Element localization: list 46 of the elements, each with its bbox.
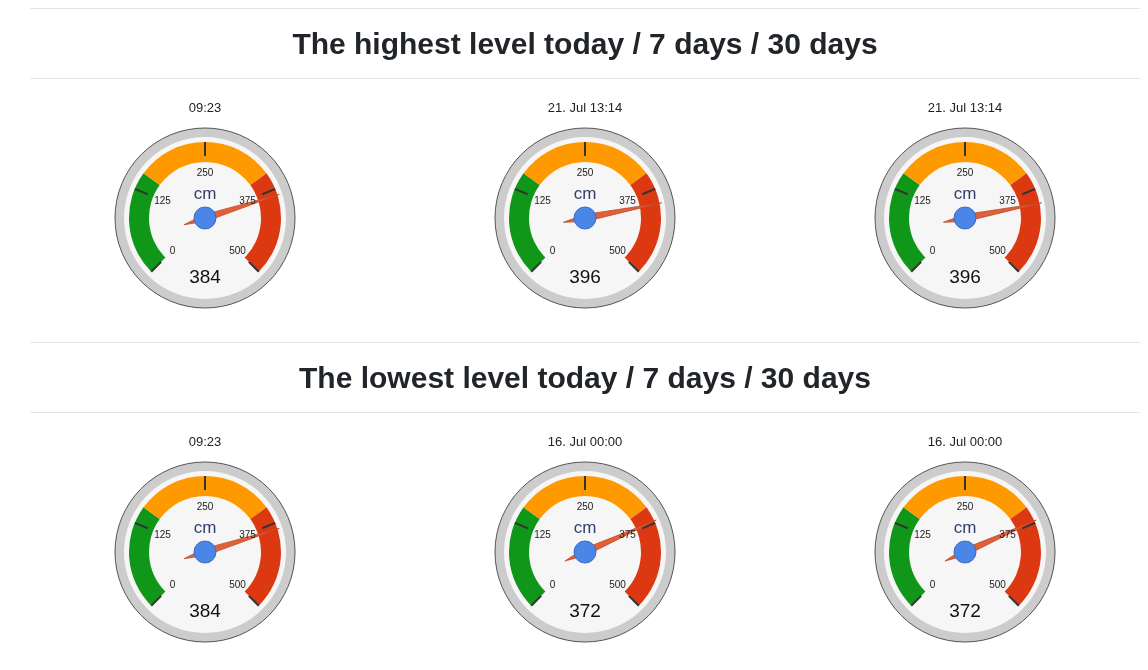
text: 250	[956, 500, 974, 512]
text: cm	[193, 517, 217, 537]
chart-title: The lowest level today / 7 days / 30 days	[299, 360, 871, 395]
text: 125	[154, 528, 172, 540]
text: 396	[569, 265, 601, 287]
text: 0	[169, 579, 176, 591]
chart-subtitle: 16. Jul 00:00	[546, 433, 624, 451]
chart-subtitle: 09:23	[187, 99, 223, 117]
text: 125	[914, 194, 932, 206]
text: cm	[573, 183, 597, 203]
text: cm	[193, 183, 217, 203]
text: 0	[929, 579, 936, 591]
text: 250	[956, 166, 974, 178]
text: 384	[189, 599, 222, 621]
text: cm	[953, 183, 977, 203]
text: 500	[609, 579, 627, 591]
text: 500	[229, 245, 247, 257]
text: cm	[953, 517, 977, 537]
text: 375	[619, 194, 637, 206]
text: 0	[549, 245, 556, 257]
text: 0	[929, 245, 936, 257]
text: 500	[229, 579, 247, 591]
text: 125	[534, 528, 552, 540]
text: 500	[989, 245, 1007, 257]
text: 250	[576, 500, 594, 512]
text: 0	[169, 245, 176, 257]
text: 372	[569, 599, 601, 621]
chart-subtitle: 16. Jul 00:00	[926, 433, 1004, 451]
text: 396	[949, 265, 981, 287]
text: 0	[549, 579, 556, 591]
text: 125	[914, 528, 932, 540]
text: 125	[534, 194, 552, 206]
text: 250	[196, 500, 214, 512]
chart-subtitle: 21. Jul 13:14	[546, 99, 624, 117]
chart-subtitle: 21. Jul 13:14	[926, 99, 1004, 117]
text: 250	[196, 166, 214, 178]
text: 372	[949, 599, 981, 621]
text: cm	[573, 517, 597, 537]
text: 375	[999, 194, 1017, 206]
text: 250	[576, 166, 594, 178]
text: 500	[609, 245, 627, 257]
text: 500	[989, 579, 1007, 591]
chart-title: The highest level today / 7 days / 30 days	[292, 26, 878, 61]
text: 384	[189, 265, 222, 287]
chart-subtitle: 09:23	[187, 433, 223, 451]
text: 125	[154, 194, 172, 206]
